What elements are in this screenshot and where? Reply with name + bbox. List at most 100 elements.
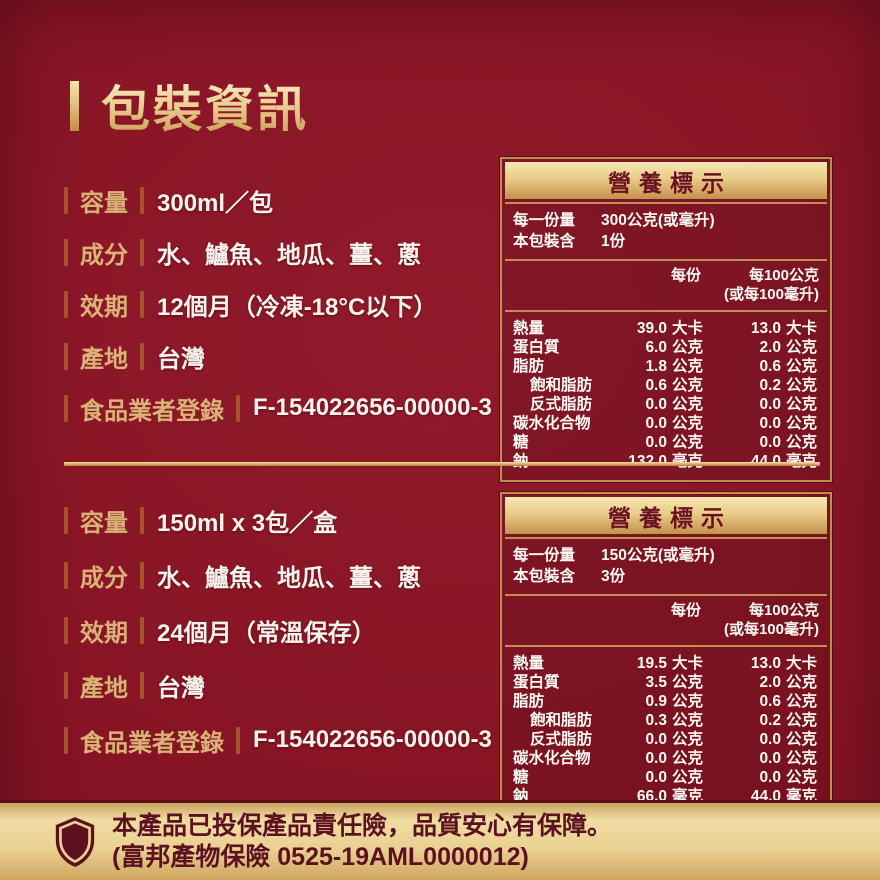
- label-tick-left: [64, 186, 68, 214]
- detail-value: F-154022656-00000-3: [253, 726, 492, 753]
- detail-label: 效期: [80, 293, 128, 321]
- header-per-100g: 每100公克 (或每100毫升): [701, 266, 819, 304]
- label-tick-left: [64, 561, 68, 589]
- insurance-banner: 本產品已投保產品責任險，品質安心有保障。 (富邦產物保險 0525-19AML0…: [0, 800, 880, 880]
- detail-value: 300ml／包: [157, 189, 274, 217]
- detail-label: 成分: [80, 241, 128, 269]
- page-title: 包裝資訊: [70, 70, 309, 141]
- nutrient-row: 飽和脂肪 0.3 公克 0.2 公克: [513, 711, 819, 730]
- serving-size-label: 每一份量: [513, 212, 576, 229]
- per-serving-unit: 公克: [672, 339, 704, 356]
- detail-label: 產地: [80, 674, 128, 702]
- label-tick-right: [140, 290, 144, 318]
- detail-row: 效期 24個月（常溫保存）: [64, 613, 494, 647]
- shield-icon: [52, 815, 98, 869]
- nutrient-name: 蛋白質: [513, 674, 560, 691]
- nutrient-row: 脂肪 0.9 公克 0.6 公克: [513, 692, 819, 711]
- insurance-line-2: (富邦產物保險 0525-19AML0000012): [112, 842, 529, 871]
- per-100g-value: 0.6: [759, 358, 781, 375]
- per-100g-value: 0.6: [759, 693, 781, 710]
- servings-per-pack-row: 本包裝含 3份: [513, 566, 819, 587]
- per-serving-unit: 公克: [672, 358, 704, 375]
- detail-row: 效期 12個月（冷凍-18°C以下）: [64, 287, 494, 321]
- detail-label: 容量: [80, 189, 128, 217]
- per-100g-unit: 公克: [786, 434, 818, 451]
- label-tick-right: [140, 186, 144, 214]
- nutrient-name: 蛋白質: [513, 339, 560, 356]
- per-100g-value: 0.0: [759, 769, 781, 786]
- per-serving-value: 0.0: [645, 769, 667, 786]
- insurance-line-1: 本產品已投保產品責任險，品質安心有保障。: [112, 811, 613, 840]
- per-100g-value: 13.0: [750, 320, 781, 337]
- per-100g-unit: 公克: [786, 693, 818, 710]
- product-details-box: 容量 150ml x 3包／盒 成分 水、鱸魚、地瓜、薑、蔥 效期 24個月（常…: [64, 503, 494, 778]
- header-per-100g-line1: 每100公克: [748, 267, 819, 284]
- per-100g-unit: 公克: [786, 674, 818, 691]
- page-title-text: 包裝資訊: [101, 70, 309, 141]
- per-serving-value: 0.0: [645, 731, 667, 748]
- per-serving-unit: 大卡: [672, 320, 704, 337]
- nutrient-row: 反式脂肪 0.0 公克 0.0 公克: [513, 395, 819, 414]
- nutrition-table-title: 營養標示: [505, 162, 827, 199]
- per-100g-unit: 大卡: [786, 655, 818, 672]
- nutrient-name: 反式脂肪: [530, 731, 593, 748]
- per-serving-unit: 公克: [672, 434, 704, 451]
- detail-label: 食品業者登錄: [80, 729, 224, 757]
- per-serving-unit: 公克: [672, 415, 704, 432]
- detail-value: 水、鱸魚、地瓜、薑、蔥: [157, 241, 421, 269]
- per-100g-unit: 公克: [786, 731, 818, 748]
- detail-row: 產地 台灣: [64, 668, 494, 702]
- per-serving-unit: 大卡: [672, 655, 704, 672]
- per-100g-unit: 公克: [786, 377, 818, 394]
- nutrient-name: 熱量: [513, 655, 545, 672]
- servings-per-pack-row: 本包裝含 1份: [513, 231, 819, 252]
- detail-label: 產地: [80, 345, 128, 373]
- nutrient-row: 蛋白質 3.5 公克 2.0 公克: [513, 673, 819, 692]
- per-serving-unit: 公克: [672, 731, 704, 748]
- per-100g-value: 2.0: [759, 339, 781, 356]
- nutrient-name: 糖: [513, 434, 529, 451]
- nutrient-row: 蛋白質 6.0 公克 2.0 公克: [513, 338, 819, 357]
- nutrition-serving-info: 每一份量 150公克(或毫升) 本包裝含 3份: [505, 537, 827, 596]
- per-serving-unit: 公克: [672, 674, 704, 691]
- per-100g-value: 2.0: [759, 674, 781, 691]
- nutrient-name: 糖: [513, 769, 529, 786]
- label-tick-left: [64, 394, 68, 422]
- detail-value: 150ml x 3包／盒: [157, 509, 338, 537]
- per-serving-value: 0.0: [645, 415, 667, 432]
- nutrient-row: 碳水化合物 0.0 公克 0.0 公克: [513, 749, 819, 768]
- label-tick-left: [64, 238, 68, 266]
- nutrition-table-title: 營養標示: [505, 497, 827, 534]
- per-serving-value: 3.5: [645, 674, 667, 691]
- label-tick-left: [64, 726, 68, 754]
- nutrition-rows: 熱量 39.0 大卡 13.0 大卡 蛋白質 6.0 公克 2.0 公克 脂肪: [502, 312, 830, 480]
- per-serving-unit: 公克: [672, 712, 704, 729]
- nutrient-name: 反式脂肪: [530, 396, 593, 413]
- per-100g-value: 0.2: [759, 712, 781, 729]
- nutrient-row: 熱量 19.5 大卡 13.0 大卡: [513, 654, 819, 673]
- detail-label: 成分: [80, 564, 128, 592]
- title-accent-bar: [70, 80, 79, 131]
- nutrition-serving-info: 每一份量 300公克(或毫升) 本包裝含 1份: [505, 202, 827, 261]
- label-tick-right: [140, 616, 144, 644]
- nutrient-row: 反式脂肪 0.0 公克 0.0 公克: [513, 730, 819, 749]
- nutrient-name: 飽和脂肪: [530, 712, 593, 729]
- servings-label: 本包裝含: [513, 233, 576, 250]
- detail-label: 效期: [80, 619, 128, 647]
- per-100g-value: 0.0: [759, 731, 781, 748]
- per-serving-value: 19.5: [636, 655, 667, 672]
- header-spacer: [513, 601, 612, 639]
- nutrition-column-headers: 每份 每100公克 (或每100毫升): [505, 261, 827, 312]
- per-100g-value: 0.0: [759, 415, 781, 432]
- label-tick-left: [64, 506, 68, 534]
- per-100g-unit: 公克: [786, 396, 818, 413]
- section-divider-line: [64, 462, 820, 466]
- per-100g-unit: 公克: [786, 339, 818, 356]
- per-serving-value: 0.0: [645, 750, 667, 767]
- detail-row: 成分 水、鱸魚、地瓜、薑、蔥: [64, 235, 494, 269]
- per-serving-value: 0.0: [645, 396, 667, 413]
- label-tick-right: [140, 342, 144, 370]
- nutrient-row: 糖 0.0 公克 0.0 公克: [513, 433, 819, 452]
- header-spacer: [513, 266, 612, 304]
- per-100g-value: 0.0: [759, 434, 781, 451]
